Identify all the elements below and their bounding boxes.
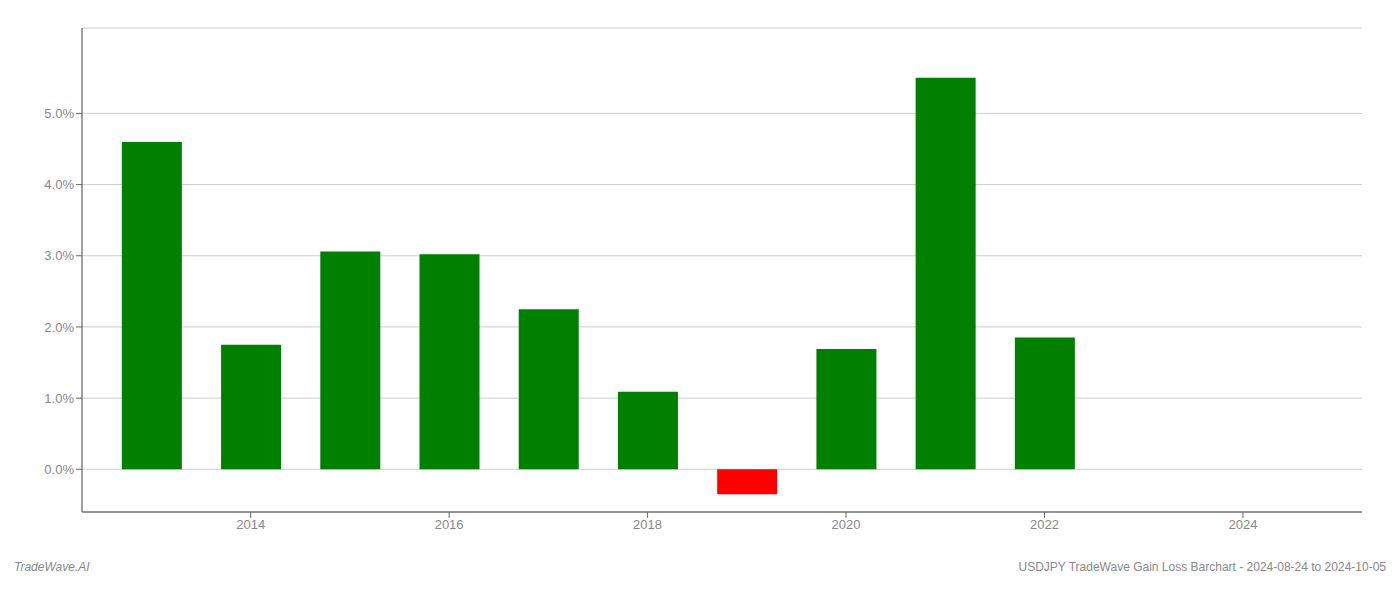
svg-text:1.0%: 1.0%: [44, 391, 74, 406]
svg-text:4.0%: 4.0%: [44, 177, 74, 192]
svg-text:2024: 2024: [1228, 517, 1257, 532]
svg-text:5.0%: 5.0%: [44, 106, 74, 121]
svg-text:2014: 2014: [236, 517, 265, 532]
svg-text:3.0%: 3.0%: [44, 248, 74, 263]
svg-text:2.0%: 2.0%: [44, 320, 74, 335]
svg-text:2016: 2016: [435, 517, 464, 532]
html-text:TradeWave.AI: TradeWave.AI: [14, 560, 90, 574]
svg-text:2020: 2020: [832, 517, 861, 532]
svg-text:0.0%: 0.0%: [44, 462, 74, 477]
svg-text:2018: 2018: [633, 517, 662, 532]
html-text:USDJPY TradeWave Gain Loss Bar: USDJPY TradeWave Gain Loss Barchart - 20…: [1018, 560, 1386, 574]
svg-text:2022: 2022: [1030, 517, 1059, 532]
